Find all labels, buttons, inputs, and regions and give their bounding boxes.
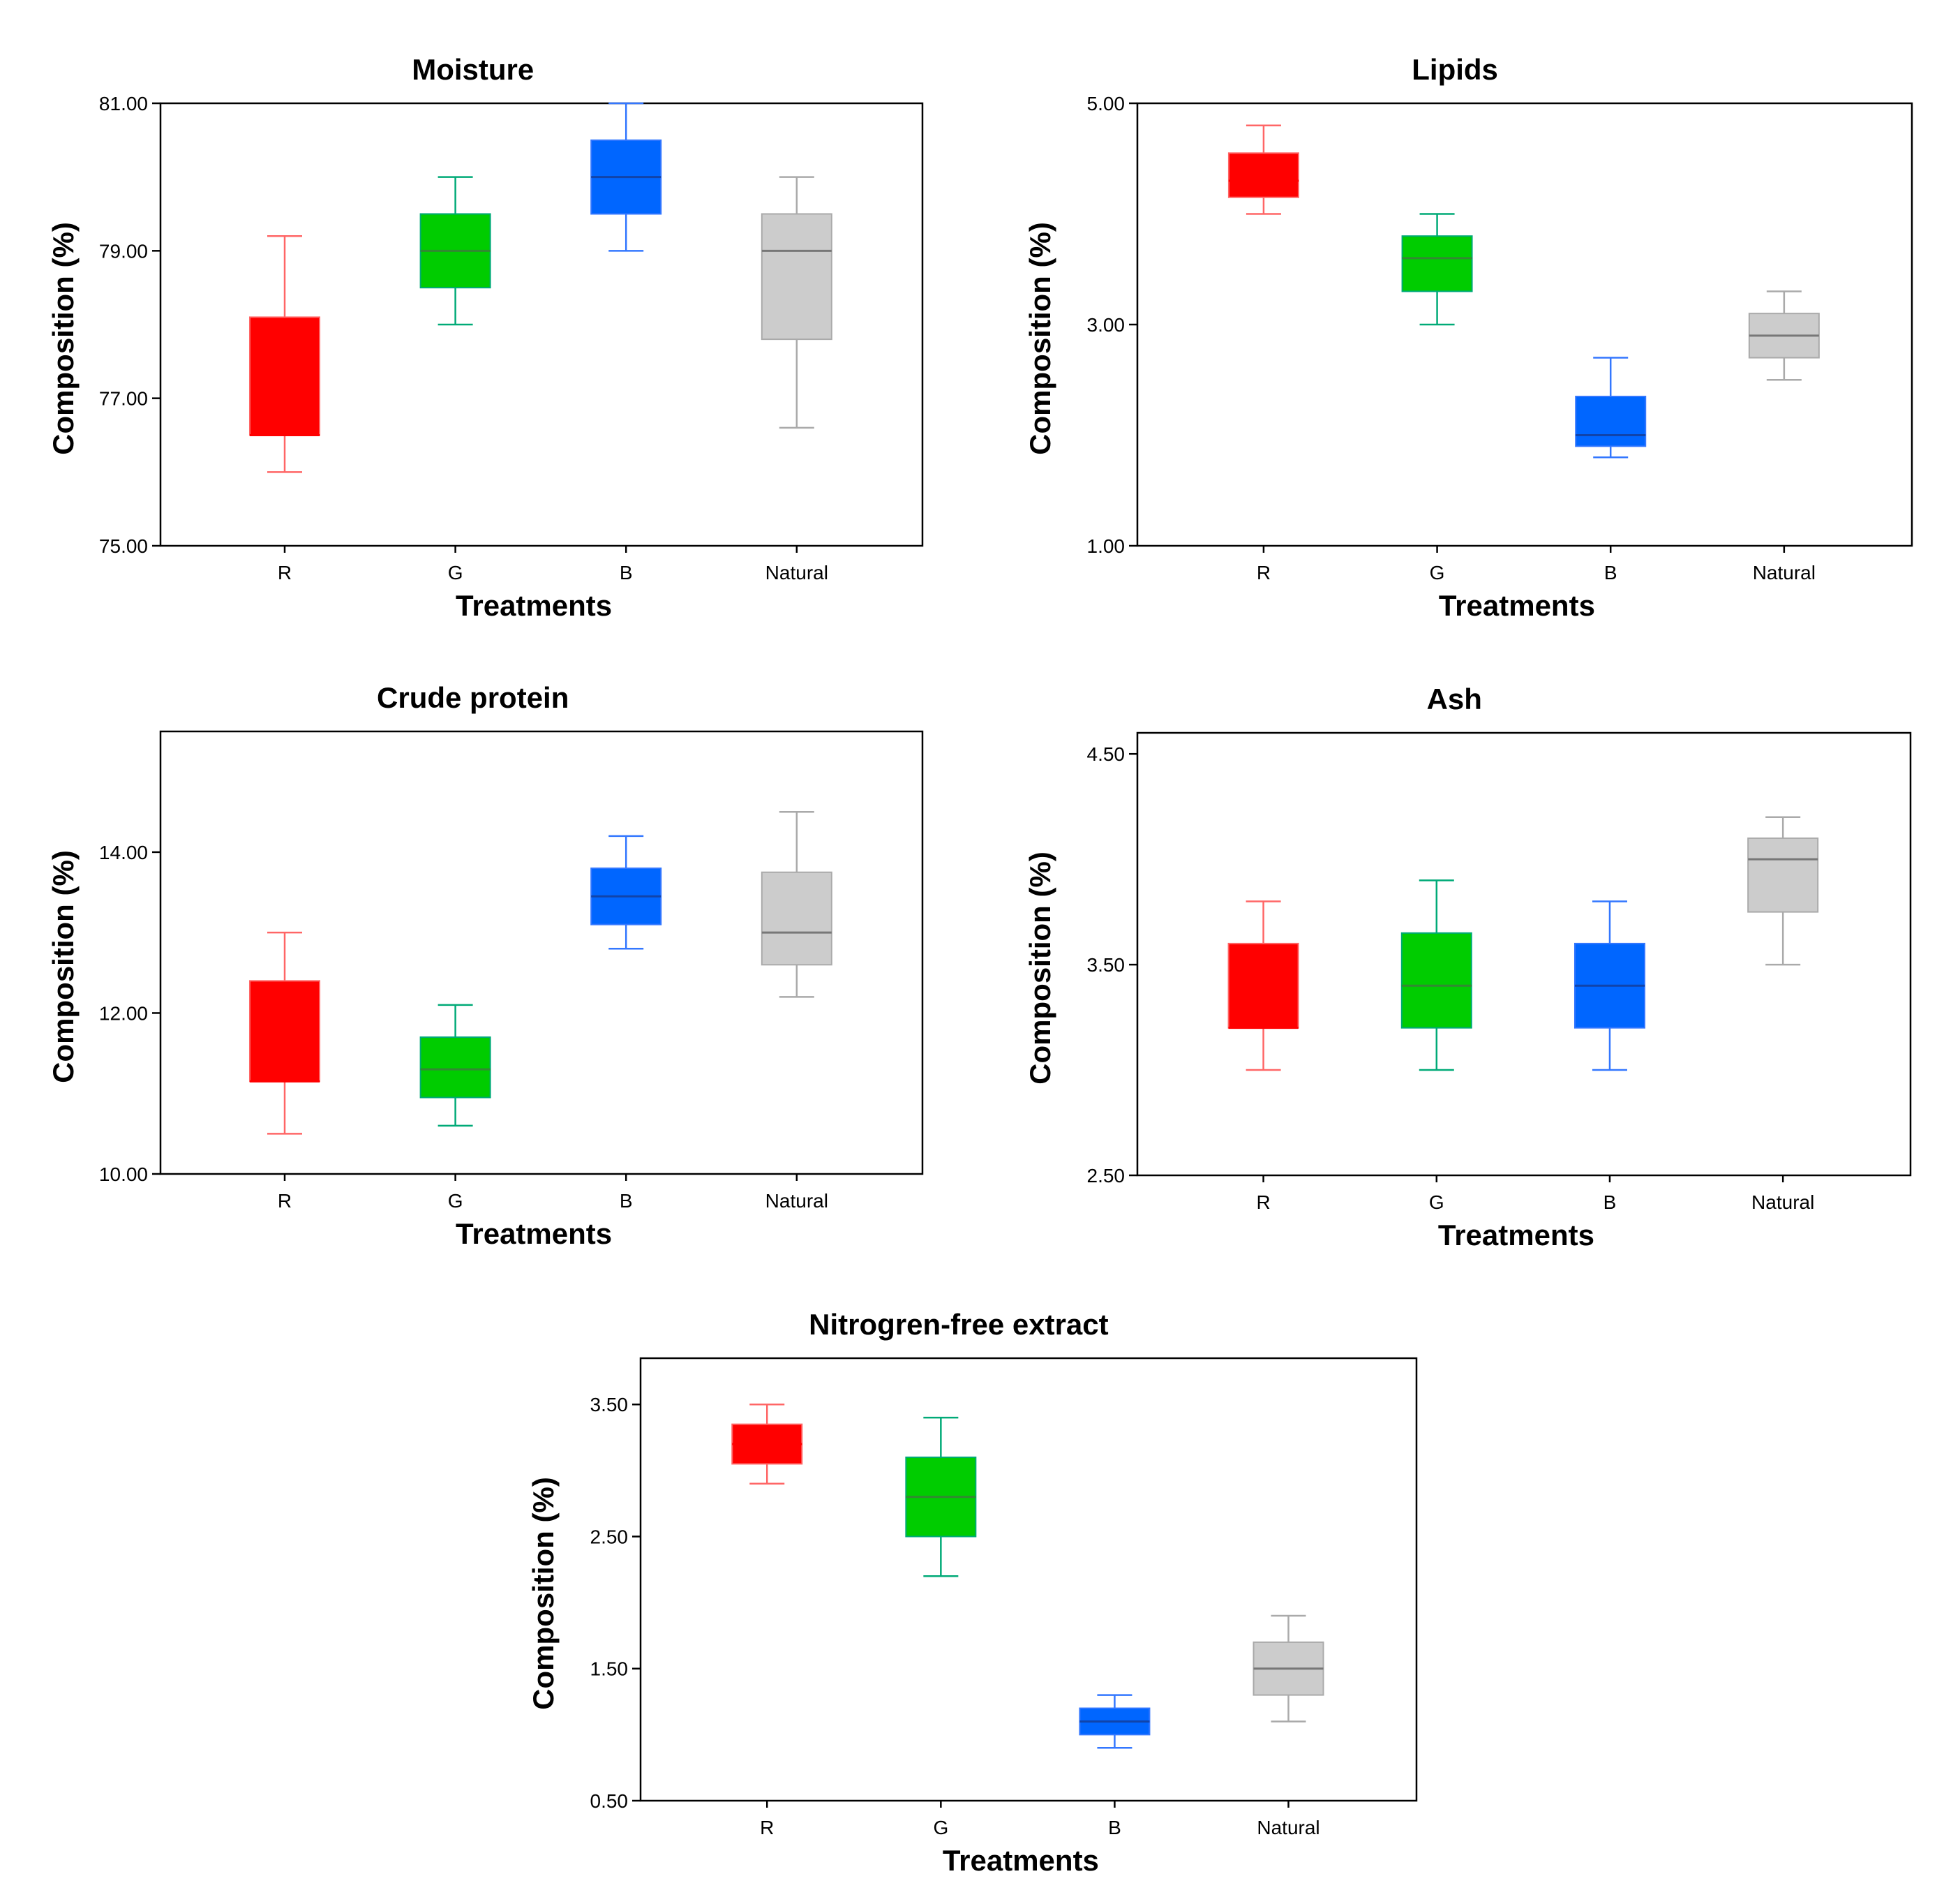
box-natural bbox=[761, 811, 832, 998]
panel-moisture: Moisture 75.00 77.00 79.00 81.00 Composition … bbox=[47, 53, 924, 622]
box-b bbox=[1079, 1694, 1151, 1749]
box-body bbox=[1747, 837, 1819, 913]
panel-lipids: Lipids 1.00 3.00 5.00 Composition (%) Treatme… bbox=[1024, 53, 1913, 622]
chart-title: Lipids bbox=[1412, 53, 1498, 86]
x-tick-label: Natural bbox=[765, 562, 828, 583]
box-body bbox=[248, 316, 320, 436]
box-b bbox=[1573, 900, 1645, 1071]
box-g bbox=[1400, 879, 1472, 1071]
chart-title: Moisture bbox=[412, 53, 534, 86]
box-b bbox=[590, 835, 662, 950]
box-body bbox=[1401, 235, 1473, 292]
box-body bbox=[248, 980, 320, 1083]
y-axis-label: Composition (%) bbox=[1024, 851, 1056, 1085]
panel-crude-protein: Crude protein 10.00 12.00 14.00 Composition … bbox=[47, 681, 924, 1250]
x-tick-label: B bbox=[1604, 562, 1617, 583]
box-body bbox=[1227, 152, 1299, 198]
box-body bbox=[761, 213, 832, 341]
x-tick-label: G bbox=[448, 1190, 463, 1212]
x-axis-label: Treatments bbox=[1439, 589, 1595, 622]
box-b bbox=[590, 102, 662, 252]
panel-ash: Ash 2.50 3.50 4.50 Composition (%) Treatments… bbox=[1024, 683, 1912, 1251]
box-body bbox=[1400, 932, 1472, 1029]
box-g bbox=[905, 1416, 977, 1577]
box-g bbox=[419, 176, 491, 326]
box-r bbox=[731, 1403, 803, 1485]
x-tick-label: R bbox=[278, 562, 292, 583]
y-tick-label: 12.00 bbox=[99, 1002, 148, 1024]
y-tick-label: 79.00 bbox=[99, 240, 148, 262]
x-tick-label: G bbox=[448, 562, 463, 583]
x-tick-label: G bbox=[1429, 1191, 1444, 1213]
box-natural bbox=[1253, 1614, 1324, 1723]
box-r bbox=[248, 235, 320, 473]
x-axis-label: Treatments bbox=[456, 589, 612, 622]
x-tick-label: B bbox=[620, 1190, 633, 1212]
chart-title: Ash bbox=[1427, 683, 1482, 715]
y-tick-label: 1.00 bbox=[1087, 535, 1126, 557]
chart-title: Nitrogren-free extract bbox=[809, 1308, 1108, 1341]
box-r bbox=[1227, 900, 1299, 1071]
y-tick-label: 2.50 bbox=[1087, 1165, 1126, 1187]
x-tick-label: B bbox=[1108, 1817, 1121, 1838]
y-tick-label: 3.50 bbox=[590, 1394, 629, 1415]
y-axis-label: Composition (%) bbox=[47, 222, 80, 455]
box-b bbox=[1575, 357, 1647, 459]
box-r bbox=[1227, 124, 1299, 215]
y-tick-label: 81.00 bbox=[99, 93, 148, 114]
box-g bbox=[419, 1004, 491, 1127]
box-natural bbox=[1748, 290, 1820, 381]
y-tick-label: 3.50 bbox=[1087, 954, 1126, 976]
x-tick-label: Natural bbox=[765, 1190, 828, 1212]
y-tick-label: 75.00 bbox=[99, 535, 148, 557]
box-natural bbox=[1747, 816, 1819, 966]
y-tick-label: 2.50 bbox=[590, 1526, 629, 1547]
box-body bbox=[1227, 942, 1299, 1029]
x-tick-label: B bbox=[620, 562, 633, 583]
chart-title: Crude protein bbox=[377, 681, 569, 714]
y-tick-label: 77.00 bbox=[99, 388, 148, 410]
panel-nitrogren-free-extract: Nitrogren-free extract 0.50 1.50 2.50 3.50 Co… bbox=[527, 1308, 1418, 1877]
box-g bbox=[1401, 213, 1473, 326]
box-body bbox=[761, 871, 832, 966]
y-axis-label: Composition (%) bbox=[527, 1477, 560, 1710]
y-tick-label: 10.00 bbox=[99, 1163, 148, 1185]
x-tick-label: G bbox=[1430, 562, 1445, 583]
x-tick-label: R bbox=[760, 1817, 774, 1838]
x-tick-label: R bbox=[278, 1190, 292, 1212]
box-body bbox=[419, 1036, 491, 1099]
x-tick-label: R bbox=[1257, 562, 1271, 583]
y-tick-label: 4.50 bbox=[1087, 743, 1126, 765]
x-tick-label: G bbox=[933, 1817, 948, 1838]
y-tick-label: 3.00 bbox=[1087, 314, 1126, 336]
y-tick-label: 5.00 bbox=[1087, 93, 1126, 114]
x-axis-label: Treatments bbox=[943, 1844, 1099, 1877]
x-axis-label: Treatments bbox=[1438, 1219, 1594, 1251]
x-tick-label: Natural bbox=[1751, 1191, 1814, 1213]
y-tick-label: 0.50 bbox=[590, 1790, 629, 1812]
box-body bbox=[1575, 396, 1647, 447]
y-tick-label: 14.00 bbox=[99, 842, 148, 863]
x-tick-label: Natural bbox=[1753, 562, 1816, 583]
y-axis-label: Composition (%) bbox=[47, 850, 80, 1083]
x-axis-label: Treatments bbox=[456, 1217, 612, 1250]
y-tick-label: 1.50 bbox=[590, 1658, 629, 1680]
box-natural bbox=[761, 176, 832, 429]
x-tick-label: R bbox=[1256, 1191, 1270, 1213]
y-axis-label: Composition (%) bbox=[1024, 222, 1056, 455]
box-r bbox=[248, 931, 320, 1135]
x-tick-label: B bbox=[1603, 1191, 1617, 1213]
x-tick-label: Natural bbox=[1257, 1817, 1319, 1838]
